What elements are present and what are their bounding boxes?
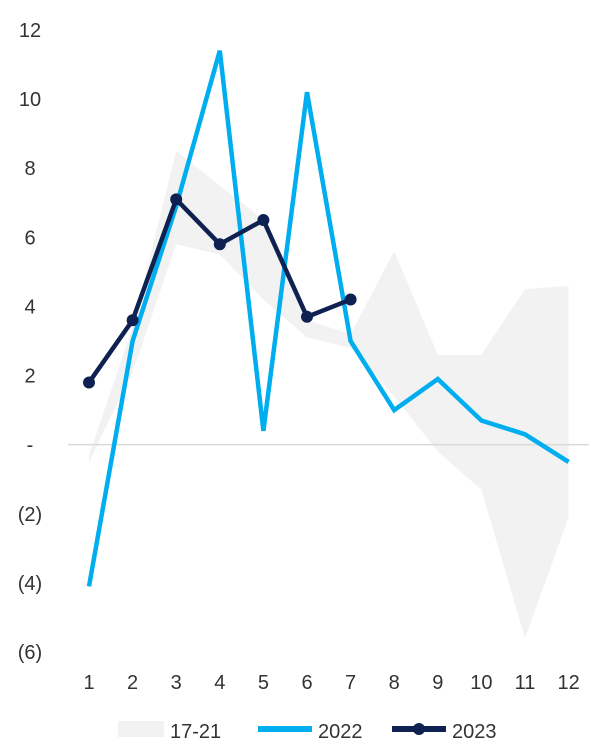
y-axis-ticks: 12 10 8 6 4 2 - (2) (4) (6) bbox=[18, 20, 42, 664]
point-2023-4 bbox=[213, 238, 226, 251]
point-2023-3 bbox=[170, 193, 183, 206]
y-tick-label: - bbox=[27, 435, 34, 457]
y-tick-label: 8 bbox=[24, 158, 35, 180]
y-tick-label: 4 bbox=[24, 296, 35, 318]
y-tick-label: 6 bbox=[24, 227, 35, 249]
legend-label-band: 17-21 bbox=[170, 721, 221, 740]
point-2023-1 bbox=[83, 376, 95, 389]
x-axis-ticks: 1 2 3 4 5 6 7 8 9 10 11 12 bbox=[83, 672, 579, 694]
series-2022 bbox=[86, 50, 570, 587]
legend-label-2023: 2023 bbox=[452, 721, 497, 740]
series-2023 bbox=[83, 193, 357, 389]
x-tick-label: 9 bbox=[432, 672, 443, 694]
x-tick-label: 2 bbox=[127, 672, 138, 694]
x-tick-label: 11 bbox=[515, 672, 536, 694]
point-2023-2 bbox=[126, 314, 139, 327]
x-tick-label: 3 bbox=[171, 672, 182, 694]
x-tick-label: 10 bbox=[470, 672, 492, 694]
x-tick-label: 6 bbox=[301, 672, 312, 694]
y-tick-label: (6) bbox=[18, 642, 42, 664]
point-2023-6 bbox=[301, 310, 313, 323]
point-2023-5 bbox=[257, 214, 270, 227]
y-tick-label: 12 bbox=[19, 20, 41, 42]
band-layer bbox=[89, 150, 569, 639]
y-tick-label: (2) bbox=[18, 504, 42, 526]
legend-label-2022: 2022 bbox=[318, 721, 363, 740]
point-2023-7 bbox=[344, 293, 357, 306]
x-tick-label: 4 bbox=[214, 672, 225, 694]
x-tick-label: 8 bbox=[389, 672, 400, 694]
band-17-21-area bbox=[89, 150, 569, 639]
legend-swatch-band bbox=[118, 721, 164, 737]
x-tick-label: 1 bbox=[83, 672, 94, 694]
series-line-2022 bbox=[86, 50, 570, 587]
x-tick-label: 7 bbox=[345, 672, 356, 694]
y-tick-label: (4) bbox=[18, 573, 42, 595]
legend-marker-2023 bbox=[413, 723, 425, 735]
x-tick-label: 5 bbox=[258, 672, 269, 694]
legend: 17-21 2022 2023 bbox=[118, 721, 497, 740]
y-tick-label: 10 bbox=[19, 89, 41, 111]
y-tick-label: 2 bbox=[24, 366, 35, 388]
series-layer bbox=[83, 50, 570, 587]
x-tick-label: 12 bbox=[557, 672, 579, 694]
